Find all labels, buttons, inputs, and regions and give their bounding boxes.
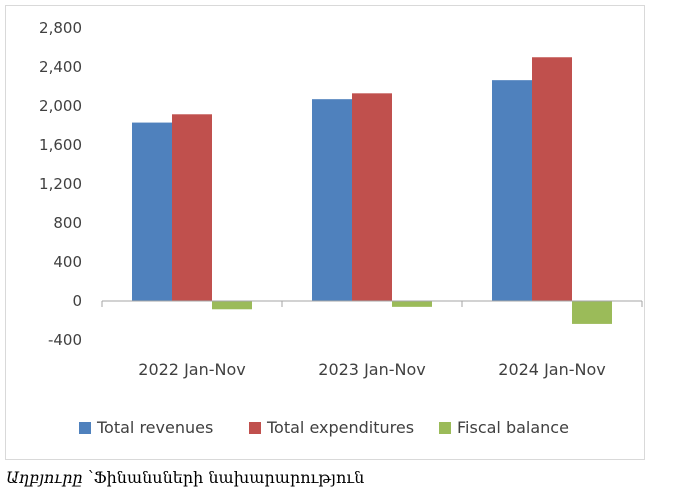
legend-item: Total revenues (79, 418, 213, 437)
y-tick-label: 400 (53, 253, 82, 271)
legend-swatch (249, 422, 261, 434)
x-category-label: 2022 Jan-Nov (138, 360, 245, 379)
legend-item: Total expenditures (249, 418, 414, 437)
x-category-label: 2024 Jan-Nov (498, 360, 605, 379)
y-tick-label: 1,200 (39, 175, 82, 193)
y-tick-label: 2,400 (39, 58, 82, 76)
bar-fiscal-balance (392, 301, 432, 307)
y-tick-label: -400 (48, 331, 82, 349)
bar-total-expenditures (352, 93, 392, 301)
source-note: Աղբյուրը ՝Ֆինանսների նախարարություն (6, 468, 364, 487)
y-tick-label: 0 (72, 292, 82, 310)
bars (132, 57, 612, 324)
legend-label: Total expenditures (266, 418, 414, 437)
legend-swatch (79, 422, 91, 434)
bar-chart: -400 0 400 800 1,200 1,600 2,000 2,400 2,800 202… (39, 19, 643, 437)
bar-total-revenues (492, 80, 532, 301)
bar-total-revenues (132, 122, 172, 301)
x-axis: 2022 Jan-Nov 2023 Jan-Nov 2024 Jan-Nov (101, 300, 643, 379)
legend: Total revenues Total expenditures Fiscal b… (79, 418, 569, 437)
x-category-label: 2023 Jan-Nov (318, 360, 425, 379)
source-text: ՝Ֆինանսների նախարարություն (87, 468, 365, 487)
bar-total-expenditures (172, 114, 212, 301)
legend-item: Fiscal balance (439, 418, 569, 437)
y-tick-label: 1,600 (39, 136, 82, 154)
y-tick-label: 2,800 (39, 19, 82, 37)
bar-fiscal-balance (212, 301, 252, 310)
bar-fiscal-balance (572, 301, 612, 324)
bar-total-revenues (312, 99, 352, 301)
y-tick-label: 2,000 (39, 97, 82, 115)
legend-swatch (439, 422, 451, 434)
bar-total-expenditures (532, 57, 572, 301)
source-label: Աղբյուրը (6, 468, 83, 487)
y-axis: -400 0 400 800 1,200 1,600 2,000 2,400 2,800 (39, 19, 82, 349)
chart-frame: -400 0 400 800 1,200 1,600 2,000 2,400 2,800 202… (5, 5, 645, 460)
legend-label: Fiscal balance (457, 418, 569, 437)
y-tick-label: 800 (53, 214, 82, 232)
legend-label: Total revenues (96, 418, 213, 437)
